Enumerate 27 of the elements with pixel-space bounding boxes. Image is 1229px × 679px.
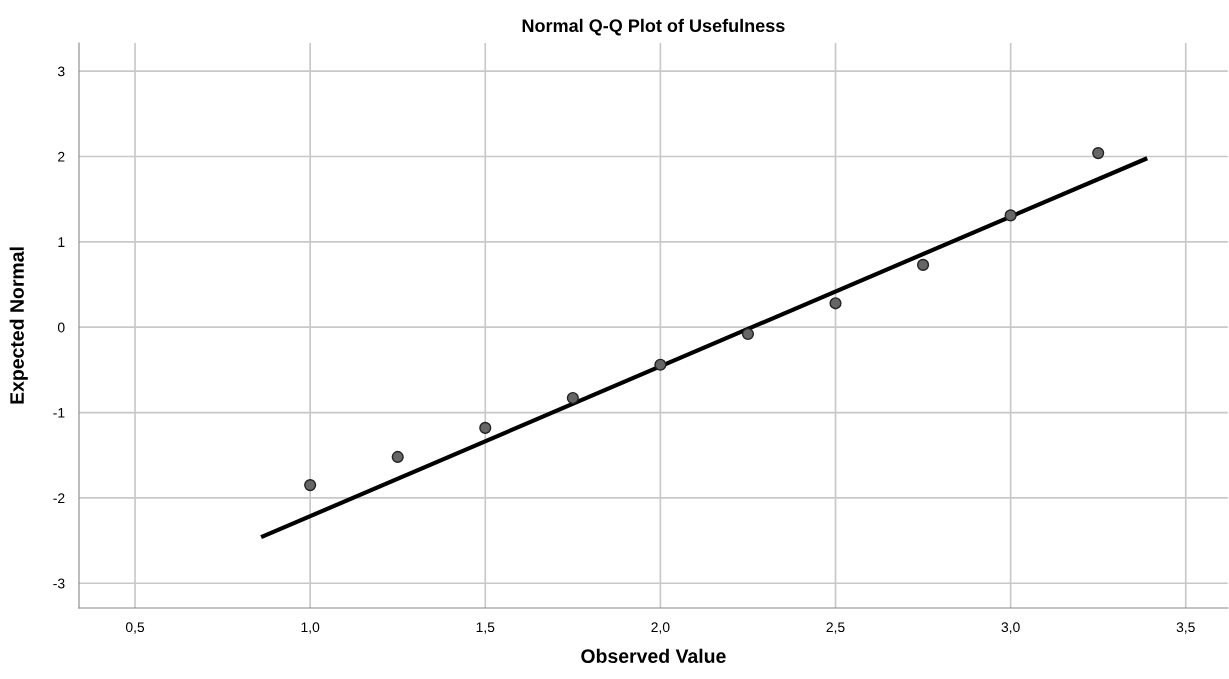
point bbox=[1004, 209, 1017, 222]
x-tick-label: 2,5 bbox=[826, 622, 845, 634]
x-tick-label: 1,0 bbox=[301, 622, 320, 634]
point bbox=[741, 327, 755, 341]
y-tick-label: 2 bbox=[58, 151, 65, 162]
x-axis-title: Observed Value bbox=[581, 648, 726, 664]
point bbox=[829, 297, 842, 310]
y-tick-label: -3 bbox=[53, 578, 65, 589]
point bbox=[304, 479, 317, 492]
y-tick-label: 0 bbox=[57, 322, 65, 333]
y-tick-label: 1 bbox=[58, 237, 65, 247]
point bbox=[391, 450, 404, 464]
y-axis-title: Expected Normal bbox=[9, 247, 28, 404]
point bbox=[1092, 147, 1105, 160]
point bbox=[654, 358, 667, 371]
point bbox=[916, 258, 930, 271]
x-tick-label: 3,5 bbox=[1176, 622, 1195, 634]
x-tick-label: 2,0 bbox=[651, 622, 670, 634]
point bbox=[566, 391, 579, 405]
x-tick-label: 3,0 bbox=[1001, 622, 1020, 634]
y-tick-label: -2 bbox=[53, 493, 65, 503]
y-tick-label: 3 bbox=[57, 66, 65, 77]
x-tick-label: 0,5 bbox=[125, 622, 145, 634]
chart-title: Normal Q-Q Plot of Usefulness bbox=[522, 18, 785, 36]
point bbox=[479, 421, 492, 434]
y-tick-label: -1 bbox=[53, 408, 65, 418]
x-tick-label: 1,5 bbox=[476, 622, 495, 634]
